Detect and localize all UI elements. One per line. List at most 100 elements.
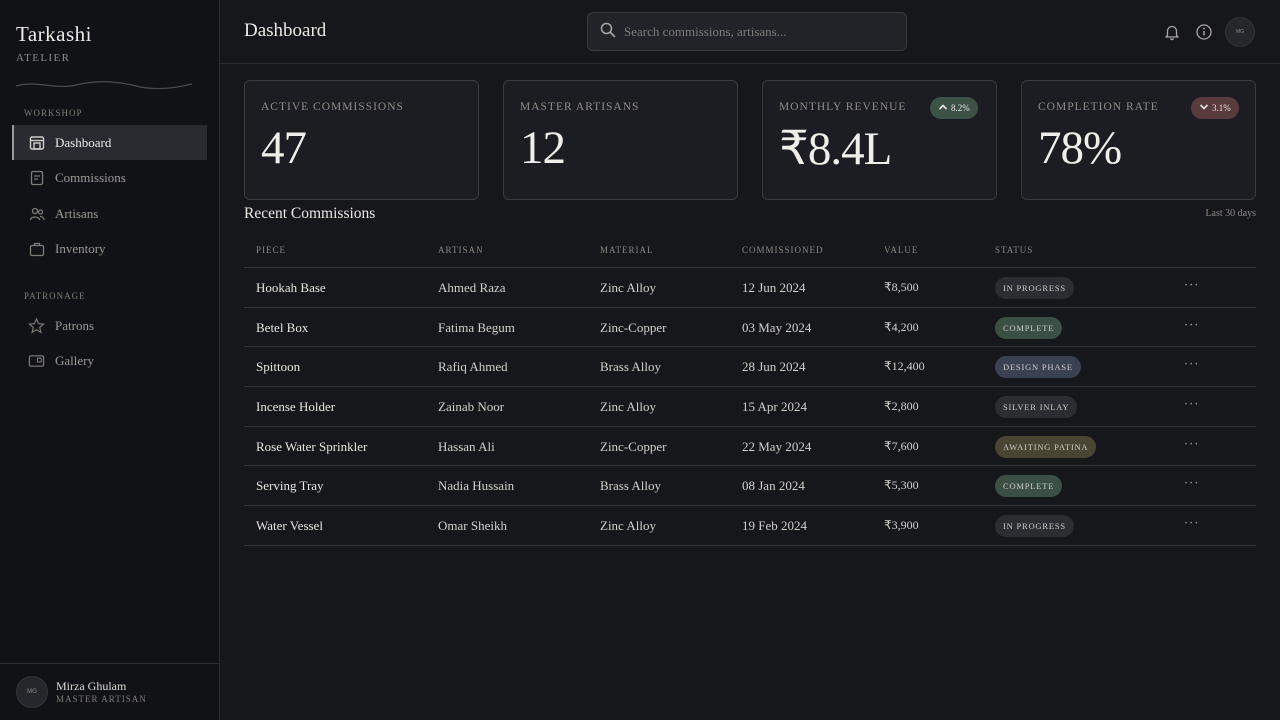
date-range-label[interactable]: Last 30 days <box>1205 208 1256 219</box>
cell-artisan: Ahmed Raza <box>438 280 506 295</box>
table-row[interactable]: Betel Box Fatima Begum Zinc-Copper 03 May 2… <box>244 308 1256 348</box>
people-icon <box>28 205 45 222</box>
sidebar: Tarkashi ATELIER WORKSHOP Dashboard Comm… <box>0 0 220 720</box>
search-bar[interactable] <box>587 12 907 51</box>
cell-commissioned: 22 May 2024 <box>742 438 812 454</box>
cell-commissioned: 03 May 2024 <box>742 319 812 335</box>
stat-value: 47 <box>261 122 307 174</box>
cell-artisan: Nadia Hussain <box>438 478 515 494</box>
sidebar-item-commissions[interactable]: Commissions <box>12 160 207 195</box>
column-header-status[interactable]: STATUS <box>995 245 1034 255</box>
table-row[interactable]: Water Vessel Omar Sheikh Zinc Alloy 19 Feb … <box>244 506 1256 546</box>
chevron-up-icon <box>938 103 948 113</box>
table-row[interactable]: Spittoon Rafiq Ahmed Brass Alloy 28 Jun 202… <box>244 347 1256 388</box>
stat-value: 12 <box>520 122 566 174</box>
row-actions-button[interactable]: ··· <box>1184 516 1200 532</box>
status-badge: COMPLETE <box>995 316 1063 339</box>
brand-subtitle: ATELIER <box>16 52 71 64</box>
sidebar-item-gallery[interactable]: Gallery <box>12 343 207 378</box>
cell-piece: Incense Holder <box>256 399 336 415</box>
user-profile[interactable]: MG Mirza Ghulam MASTER ARTISAN <box>0 663 219 720</box>
sidebar-item-label: Inventory <box>55 240 106 256</box>
sidebar-item-dashboard[interactable]: Dashboard <box>12 125 207 160</box>
search-icon <box>600 22 616 42</box>
star-icon <box>28 316 45 334</box>
row-actions-button[interactable]: ··· <box>1184 357 1200 373</box>
cell-piece: Water Vessel <box>256 518 323 534</box>
cell-value: ₹2,800 <box>884 399 919 414</box>
column-header-material[interactable]: MATERIAL <box>600 245 654 255</box>
sidebar-item-label: Gallery <box>55 352 94 368</box>
cell-piece: Spittoon <box>256 359 301 375</box>
cell-commissioned: 15 Apr 2024 <box>742 399 807 415</box>
stat-card-completion-rate: COMPLETION RATE 3.1% 78% <box>1021 80 1256 200</box>
stat-value: 78% <box>1038 122 1122 174</box>
cell-material: Zinc Alloy <box>600 280 656 295</box>
user-role: MASTER ARTISAN <box>56 694 147 704</box>
table-header: PIECE ARTISAN MATERIAL COMMISSIONED VALU… <box>244 234 1256 268</box>
status-badge: DESIGN PHASE <box>995 356 1081 379</box>
sidebar-item-label: Commissions <box>55 169 126 185</box>
stat-label: COMPLETION RATE <box>1038 101 1159 113</box>
row-actions-button[interactable]: ··· <box>1184 278 1200 293</box>
column-header-artisan[interactable]: ARTISAN <box>438 245 484 255</box>
top-header: Dashboard MG <box>220 0 1280 64</box>
cell-commissioned: 12 Jun 2024 <box>742 280 806 295</box>
avatar: MG <box>16 676 48 708</box>
row-actions-button[interactable]: ··· <box>1184 397 1200 413</box>
section-label-patronage: PATRONAGE <box>24 291 86 301</box>
status-badge: IN PROGRESS <box>995 277 1074 299</box>
cell-material: Zinc Alloy <box>600 518 656 534</box>
cell-artisan: Zainab Noor <box>438 399 505 415</box>
header-avatar[interactable]: MG <box>1225 17 1255 47</box>
cell-value: ₹3,900 <box>884 518 919 533</box>
cell-commissioned: 28 Jun 2024 <box>742 359 806 375</box>
stat-card-active-commissions: ACTIVE COMMISSIONS 47 <box>244 80 479 200</box>
sidebar-item-label: Patrons <box>55 317 94 333</box>
stat-label: MONTHLY REVENUE <box>779 101 907 113</box>
cell-material: Zinc-Copper <box>600 319 667 335</box>
box-icon <box>28 240 45 257</box>
stat-label: MASTER ARTISANS <box>520 101 640 113</box>
column-header-piece[interactable]: PIECE <box>256 245 287 255</box>
cell-value: ₹7,600 <box>884 438 919 453</box>
row-actions-button[interactable]: ··· <box>1184 476 1200 492</box>
stat-card-master-artisans: MASTER ARTISANS 12 <box>503 80 738 200</box>
table-row[interactable]: Serving Tray Nadia Hussain Brass Alloy 08 J… <box>244 466 1256 507</box>
cell-material: Zinc-Copper <box>600 438 667 454</box>
search-input[interactable] <box>624 23 894 40</box>
row-actions-button[interactable]: ··· <box>1184 317 1200 333</box>
table-row[interactable]: Incense Holder Zainab Noor Zinc Alloy 15 Ap… <box>244 387 1256 427</box>
row-actions-button[interactable]: ··· <box>1184 436 1200 452</box>
cell-value: ₹12,400 <box>884 359 925 374</box>
cell-piece: Hookah Base <box>256 280 326 295</box>
status-badge: IN PROGRESS <box>995 515 1074 538</box>
stat-value: ₹8.4L <box>779 123 892 175</box>
section-title: Recent Commissions <box>244 205 376 222</box>
table-row[interactable]: Rose Water Sprinkler Hassan Ali Zinc-Coppe… <box>244 427 1256 467</box>
gallery-icon <box>28 352 45 369</box>
cell-artisan: Fatima Begum <box>438 319 515 335</box>
sidebar-item-label: Dashboard <box>55 134 112 150</box>
column-header-value[interactable]: VALUE <box>884 245 919 255</box>
sidebar-item-artisans[interactable]: Artisans <box>12 196 207 231</box>
stat-label: ACTIVE COMMISSIONS <box>261 101 404 113</box>
trend-badge-up: 8.2% <box>930 97 978 119</box>
table-row[interactable]: Hookah Base Ahmed Raza Zinc Alloy 12 Jun 20… <box>244 268 1256 308</box>
page-title: Dashboard <box>244 20 327 41</box>
cell-artisan: Rafiq Ahmed <box>438 359 508 375</box>
cell-material: Brass Alloy <box>600 478 662 494</box>
cell-piece: Betel Box <box>256 319 309 335</box>
column-header-commissioned[interactable]: COMMISSIONED <box>742 245 824 255</box>
info-icon[interactable] <box>1194 22 1214 42</box>
sidebar-item-label: Artisans <box>55 205 99 221</box>
cell-piece: Rose Water Sprinkler <box>256 438 368 454</box>
sidebar-item-patrons[interactable]: Patrons <box>12 308 207 343</box>
bell-icon[interactable] <box>1162 22 1182 42</box>
cell-artisan: Omar Sheikh <box>438 518 507 534</box>
ornament-wave <box>16 81 192 90</box>
cell-material: Zinc Alloy <box>600 399 656 415</box>
sidebar-item-inventory[interactable]: Inventory <box>12 231 207 266</box>
commissions-table: PIECE ARTISAN MATERIAL COMMISSIONED VALU… <box>244 234 1256 546</box>
cell-value: ₹4,200 <box>884 319 919 334</box>
